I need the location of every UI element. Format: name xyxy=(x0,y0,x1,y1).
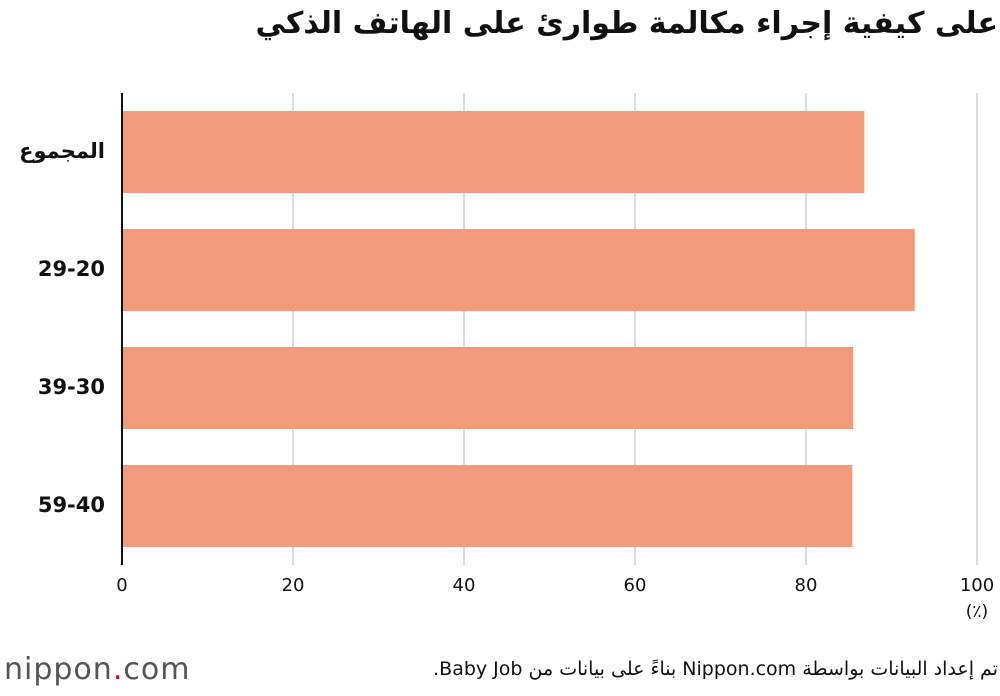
y-tick-label: 39-30 xyxy=(38,375,105,399)
x-tick-label: 0 xyxy=(116,575,127,596)
bar xyxy=(123,465,853,547)
y-tick-label: 59-40 xyxy=(38,493,105,517)
y-tick-label: المجموع xyxy=(19,139,105,163)
source-note: تم إعداد البيانات بواسطة Nippon.com بناء… xyxy=(433,658,998,680)
bar xyxy=(123,347,854,429)
x-tick-label: 20 xyxy=(282,575,305,596)
chart-title: على كيفية إجراء مكالمة طوارئ على الهاتف … xyxy=(255,6,998,41)
logo: nippon.com xyxy=(4,652,190,687)
logo-dot: . xyxy=(112,652,124,687)
x-tick-label: 100 xyxy=(960,575,994,596)
x-unit: (٪) xyxy=(966,602,988,622)
logo-name: nippon xyxy=(4,652,113,687)
x-tick-label: 80 xyxy=(795,575,818,596)
x-tick-label: 40 xyxy=(453,575,476,596)
x-tick-label: 60 xyxy=(624,575,647,596)
logo-suffix: com xyxy=(123,652,191,687)
y-tick-label: 29-20 xyxy=(38,257,105,281)
bar xyxy=(123,111,865,193)
bar xyxy=(123,229,915,311)
